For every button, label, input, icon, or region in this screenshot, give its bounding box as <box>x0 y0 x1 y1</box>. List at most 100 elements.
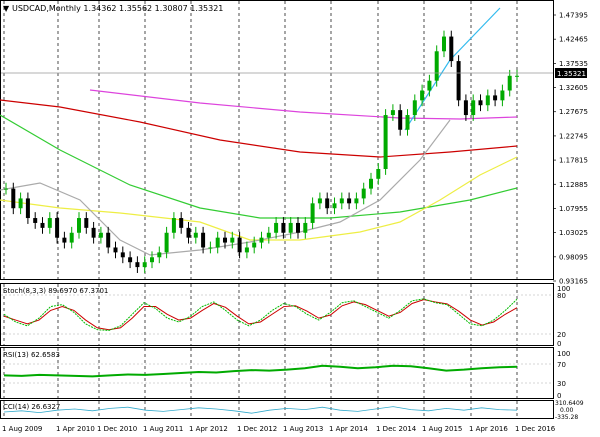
candle-body <box>171 218 176 233</box>
candle-body <box>237 237 242 253</box>
price-axis-label: 1.12885 <box>559 181 588 189</box>
candle-body <box>33 218 38 223</box>
candle-body <box>434 51 439 81</box>
candle-body <box>274 222 279 233</box>
price-axis-label: 1.37535 <box>559 60 588 68</box>
svg-text:100: 100 <box>557 285 570 293</box>
rsi-line <box>3 364 518 378</box>
price-axis-label: 1.07955 <box>559 205 588 213</box>
svg-text:20: 20 <box>557 331 566 339</box>
candle-body <box>493 95 498 101</box>
candle-body <box>62 237 67 243</box>
candle-body <box>120 252 125 258</box>
candle-body <box>420 90 425 101</box>
candle-body <box>405 115 410 130</box>
candle-body <box>106 232 111 248</box>
stoch-axis: 100 80 20 0 <box>557 285 570 348</box>
time-axis-label: 1 Dec 2012 <box>237 425 277 433</box>
candle-body <box>507 75 512 91</box>
main-panel-frame <box>0 0 554 280</box>
time-axis-label: 1 Apr 2016 <box>469 425 508 433</box>
candle-body <box>456 61 461 101</box>
candle-body <box>463 100 468 116</box>
stoch-main-line <box>3 298 518 331</box>
time-axis-label: 1 Dec 2014 <box>376 425 417 433</box>
cci-panel-title: CCI(14) 26.6327 <box>3 403 60 411</box>
price-axis-label: 1.22745 <box>559 132 588 140</box>
candle-body <box>201 232 206 248</box>
current-price-tag <box>555 68 587 78</box>
candle-body <box>208 247 213 249</box>
candle-body <box>11 188 16 209</box>
price-axis-label: 1.03025 <box>559 229 588 237</box>
time-axis-label: 1 Dec 2016 <box>515 425 556 433</box>
candle-body <box>244 247 249 253</box>
rsi-axis: 100 70 30 0 <box>557 350 570 400</box>
candle-body <box>325 198 330 209</box>
time-axis-label: 1 Aug 2011 <box>143 425 183 433</box>
svg-text:-335.28: -335.28 <box>555 414 578 421</box>
candle-body <box>223 237 227 243</box>
candle-body <box>398 110 403 130</box>
candle-body <box>84 218 89 228</box>
candle-body <box>230 237 235 243</box>
candle-body <box>135 262 140 268</box>
stoch-panel-title: Stoch(8,3,3) 89.6970 67.3701 <box>3 287 108 295</box>
time-axis-label: 1 Apr 2012 <box>189 425 228 433</box>
candle-body <box>186 227 191 238</box>
price-axis-label: 1.32605 <box>559 84 588 92</box>
candle-body <box>303 222 308 233</box>
candle-body <box>347 198 352 204</box>
candle-body <box>339 198 344 204</box>
candle-body <box>361 188 366 199</box>
candle-body <box>25 198 30 219</box>
ma-yellow-line <box>0 156 518 241</box>
price-axis-label: 1.27675 <box>559 108 588 116</box>
candle-body <box>142 262 147 268</box>
candle-body <box>383 115 388 169</box>
candlesticks <box>4 30 519 273</box>
current-price-label: 1.35321 <box>557 70 586 78</box>
candle-body <box>4 188 8 190</box>
candle-body <box>354 198 359 204</box>
time-axis-label: 1 Apr 2010 <box>56 425 95 433</box>
candle-body <box>98 232 103 238</box>
candle-body <box>485 95 490 106</box>
time-axis-label: 1 Apr 2014 <box>329 425 368 433</box>
candle-body <box>376 168 381 179</box>
cci-axis: 310.6409 0.00 -335.28 <box>555 400 584 421</box>
candle-body <box>369 178 373 189</box>
candle-body <box>449 36 454 62</box>
main-panel-title: USDCAD,Monthly 1.34362 1.35562 1.30807 1… <box>12 4 223 13</box>
svg-text:0.00: 0.00 <box>560 407 574 414</box>
candle-body <box>332 203 337 209</box>
candle-body <box>471 100 476 116</box>
ma-magenta-line <box>89 89 518 120</box>
candle-body <box>69 232 74 243</box>
svg-text:0: 0 <box>557 392 561 400</box>
svg-text:30: 30 <box>557 380 566 388</box>
price-axis-label: 0.93165 <box>559 278 588 286</box>
vertical-gridlines <box>3 1 518 418</box>
candle-body <box>113 247 118 253</box>
candle-body <box>427 80 432 91</box>
ma-green-line <box>0 114 518 219</box>
price-axis-label: 0.98095 <box>559 253 588 261</box>
rsi-panel-title: RSI(13) 62.6583 <box>3 351 60 359</box>
svg-text:70: 70 <box>557 361 566 369</box>
price-axis-label: 1.42465 <box>559 36 588 44</box>
candle-body <box>442 36 446 52</box>
time-axis-label: 1 Aug 2009 <box>2 425 42 433</box>
rsi-panel-frame <box>0 347 554 399</box>
symbol-dropdown-icon[interactable]: ▼ <box>3 4 10 13</box>
cci-line <box>3 406 518 414</box>
time-axis-label: 1 Aug 2015 <box>422 425 462 433</box>
candle-body <box>55 218 60 238</box>
candle-body <box>47 218 52 228</box>
candle-body <box>128 257 133 263</box>
candle-body <box>215 237 220 248</box>
candle-body <box>412 100 417 116</box>
candle-body <box>500 90 505 101</box>
candle-body <box>317 198 322 204</box>
